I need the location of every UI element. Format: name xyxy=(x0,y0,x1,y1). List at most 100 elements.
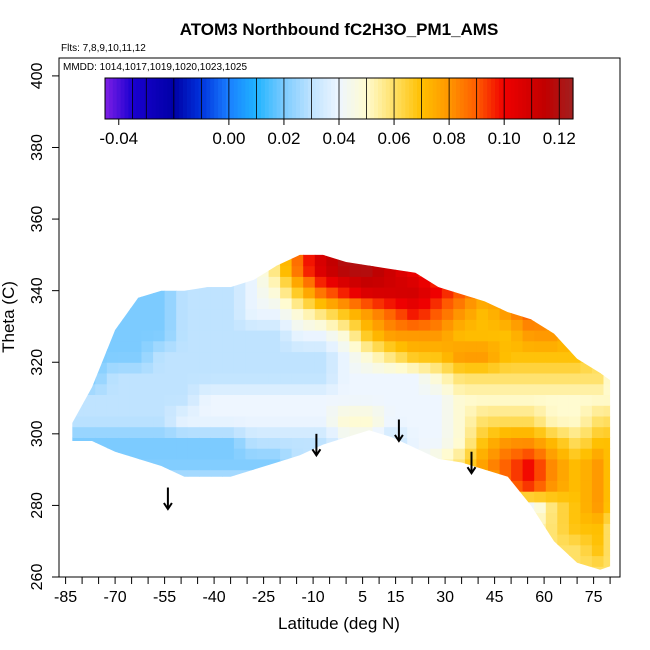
heatmap-cell xyxy=(141,287,154,299)
heatmap-cell xyxy=(488,265,501,277)
heatmap-cell xyxy=(210,330,223,342)
heatmap-cell xyxy=(441,340,454,353)
heatmap-cell xyxy=(603,555,611,567)
heatmap-cell xyxy=(291,555,304,567)
heatmap-cell xyxy=(499,426,512,438)
heatmap-cell xyxy=(257,458,270,471)
heatmap-cell xyxy=(534,405,547,417)
heatmap-cell xyxy=(83,512,96,524)
heatmap-cell xyxy=(488,469,501,481)
heatmap-cell xyxy=(580,276,593,288)
heatmap-cell xyxy=(476,405,489,417)
heatmap-cell xyxy=(453,501,466,514)
heatmap-cell xyxy=(72,512,85,524)
heatmap-cell xyxy=(199,555,212,567)
heatmap-cell xyxy=(580,501,593,514)
heatmap-cell xyxy=(141,437,154,449)
heatmap-cell xyxy=(118,276,131,288)
heatmap-cell xyxy=(164,319,177,331)
heatmap-cell xyxy=(72,534,85,546)
x-tick-label: -10 xyxy=(302,589,325,606)
heatmap-cell xyxy=(580,394,593,406)
heatmap-cell xyxy=(176,566,189,570)
heatmap-cell xyxy=(280,362,293,374)
heatmap-cell xyxy=(118,265,131,277)
heatmap-cell xyxy=(83,555,96,567)
heatmap-cell xyxy=(591,265,605,277)
heatmap-cell xyxy=(303,458,316,471)
colorbar-segment xyxy=(342,78,348,119)
heatmap-cell xyxy=(129,340,143,353)
heatmap-cell xyxy=(395,319,408,331)
heatmap-cell xyxy=(545,426,558,438)
heatmap-cell xyxy=(384,276,397,288)
heatmap-cell xyxy=(418,394,431,406)
heatmap-cell xyxy=(534,437,547,449)
heatmap-cell xyxy=(153,469,166,481)
heatmap-cell xyxy=(314,405,327,417)
colorbar-segment xyxy=(409,78,414,119)
heatmap-cell xyxy=(476,480,489,492)
heatmap-cell xyxy=(257,265,270,277)
colorbar-segment xyxy=(526,78,531,119)
heatmap-cell xyxy=(245,330,258,342)
heatmap-cell xyxy=(430,254,443,256)
heatmap-cell xyxy=(106,523,119,535)
heatmap-cell xyxy=(372,254,385,256)
heatmap-cell xyxy=(591,426,605,438)
heatmap-cell xyxy=(164,276,177,288)
heatmap-cell xyxy=(568,330,581,342)
heatmap-cell xyxy=(141,458,154,471)
heatmap-cell xyxy=(407,437,420,449)
heatmap-cell xyxy=(545,319,558,331)
heatmap-cell xyxy=(511,394,524,406)
heatmap-cell xyxy=(83,480,96,492)
heatmap-cell xyxy=(118,330,131,342)
heatmap-cell xyxy=(106,340,119,353)
heatmap-cell xyxy=(407,458,420,471)
heatmap-cell xyxy=(326,351,339,363)
heatmap-cell xyxy=(141,405,154,417)
heatmap-cell xyxy=(453,297,466,310)
heatmap-cell xyxy=(568,394,581,406)
colorbar-segment xyxy=(339,78,344,119)
heatmap-cell xyxy=(591,523,605,535)
heatmap-cell xyxy=(557,394,570,406)
heatmap-cell xyxy=(464,297,478,310)
heatmap-cell xyxy=(268,373,281,385)
heatmap-cell xyxy=(360,373,374,385)
heatmap-cell xyxy=(118,297,131,310)
heatmap-cell xyxy=(210,512,223,524)
heatmap-cell xyxy=(568,373,581,385)
y-axis-label: Theta (C) xyxy=(0,281,18,353)
heatmap-cell xyxy=(326,362,339,374)
heatmap-cell xyxy=(430,415,443,428)
colorbar-segment xyxy=(155,78,161,119)
heatmap-cell xyxy=(233,480,246,492)
heatmap-cell xyxy=(129,501,143,514)
heatmap-cell xyxy=(187,340,200,353)
heatmap-cell xyxy=(337,555,351,567)
heatmap-cell xyxy=(245,254,258,267)
heatmap-cell xyxy=(233,566,246,570)
colorbar-segment xyxy=(186,78,192,119)
heatmap-cell xyxy=(488,394,501,406)
heatmap-cell xyxy=(488,426,501,438)
heatmap-cell xyxy=(280,415,293,428)
heatmap-cell xyxy=(407,566,420,570)
heatmap-cell xyxy=(153,405,166,417)
heatmap-cell xyxy=(153,254,166,256)
heatmap-cell xyxy=(464,555,478,567)
plot-frame xyxy=(58,57,621,578)
heatmap-cell xyxy=(395,405,408,417)
heatmap-cell xyxy=(291,330,304,342)
heatmap-cell xyxy=(418,308,431,320)
heatmap-cell xyxy=(210,308,223,320)
heatmap-cell xyxy=(453,308,466,320)
heatmap-cell xyxy=(430,351,443,363)
heatmap-cell xyxy=(349,426,362,438)
heatmap-cell xyxy=(326,415,339,428)
heatmap-cell xyxy=(233,426,246,438)
heatmap-cell xyxy=(568,555,581,567)
heatmap-cell xyxy=(280,308,293,320)
